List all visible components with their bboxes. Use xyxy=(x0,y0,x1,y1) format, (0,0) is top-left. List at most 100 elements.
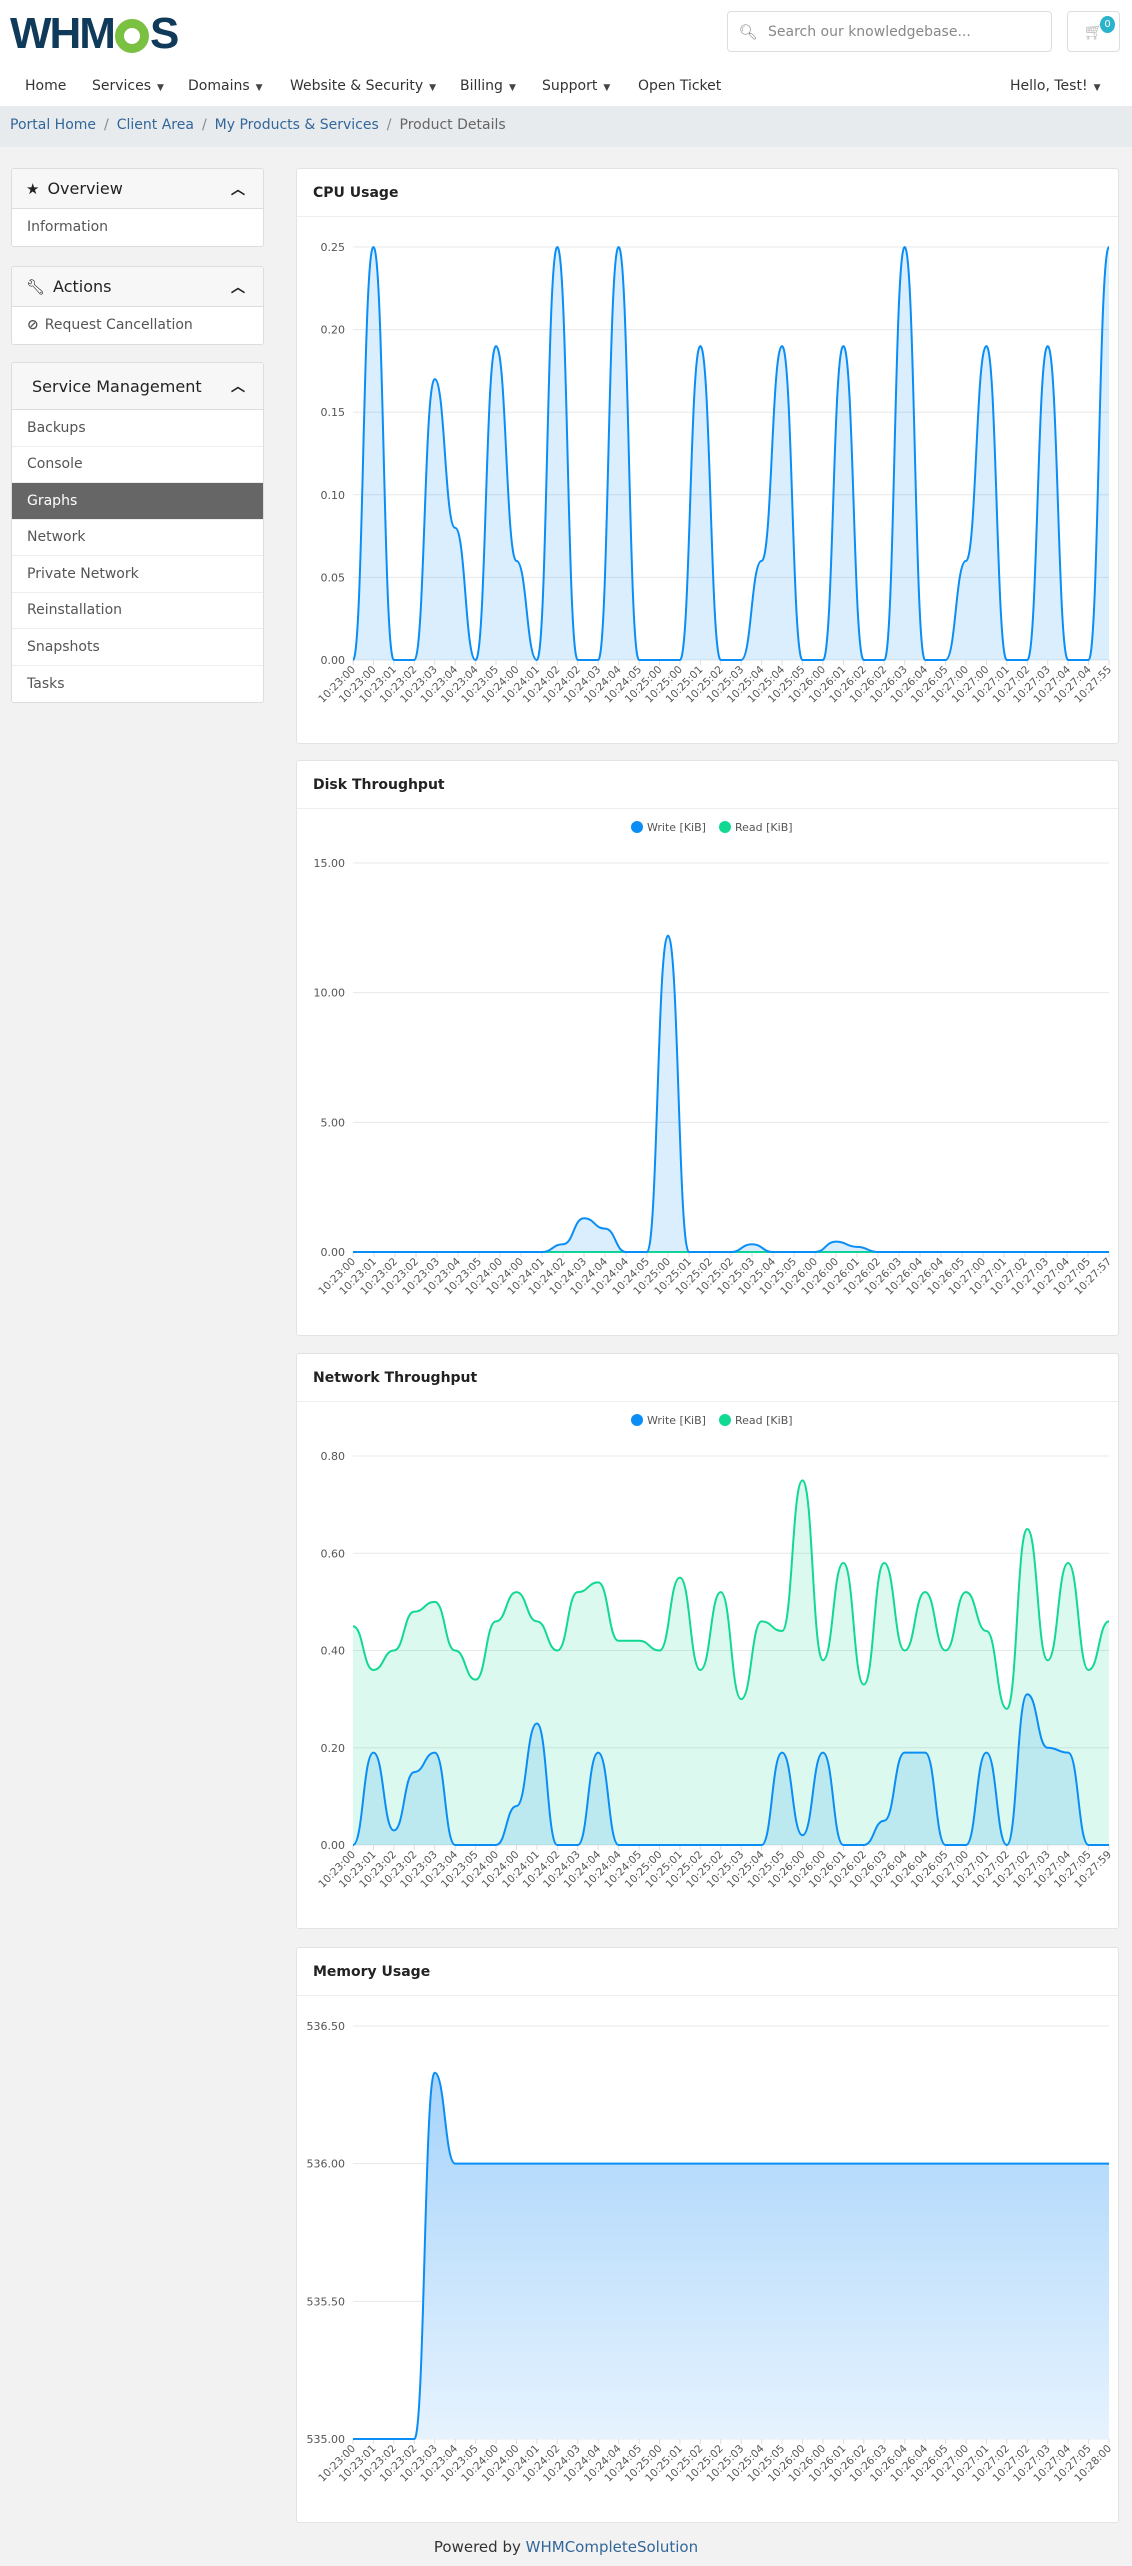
y-tick-label: 0.80 xyxy=(321,1450,346,1463)
sidebar-item-snapshots[interactable]: Snapshots xyxy=(12,629,263,666)
nav-label: Open Ticket xyxy=(638,78,722,94)
legend-label[interactable]: Write [KiB] xyxy=(647,821,706,834)
sidebar-item-private-network[interactable]: Private Network xyxy=(12,556,263,593)
actions-panel-header[interactable]: 🔧︎ Actions ︿ xyxy=(12,267,263,307)
y-tick-label: 0.40 xyxy=(321,1645,346,1658)
series-area xyxy=(353,935,1109,1252)
panel-title: Overview xyxy=(47,179,123,198)
footer: Powered by WHMCompleteSolution xyxy=(0,2538,1132,2556)
sidebar-item-label: Information xyxy=(27,219,109,236)
legend-marker[interactable] xyxy=(719,821,731,833)
y-tick-label: 0.60 xyxy=(321,1547,346,1560)
sidebar-item-label: Graphs xyxy=(27,492,78,509)
legend-marker[interactable] xyxy=(631,821,643,833)
gear-icon xyxy=(114,19,149,53)
footer-link[interactable]: WHMCompleteSolution xyxy=(525,2538,699,2556)
breadcrumb-my-products[interactable]: My Products & Services xyxy=(214,117,379,133)
caret-down-icon: ▼ xyxy=(157,83,164,93)
actions-panel: 🔧︎ Actions ︿ ⊘ Request Cancellation xyxy=(11,266,264,345)
disk-throughput-card: Disk Throughput 0.00 5.00 10.00 15.00 10:23:… xyxy=(296,760,1119,1336)
sidebar-item-label: Request Cancellation xyxy=(44,317,193,334)
memory-usage-card: Memory Usage 535.00 535.50 536.00 536.50 10:… xyxy=(296,1947,1119,2523)
legend-marker[interactable] xyxy=(719,1414,731,1426)
series-line xyxy=(352,245,1110,662)
chevron-up-icon[interactable]: ︿ xyxy=(231,181,245,198)
sidebar-item-tasks[interactable]: Tasks xyxy=(12,666,263,703)
legend-marker[interactable] xyxy=(631,1414,643,1426)
series-line xyxy=(353,2071,1109,2440)
network-throughput-card: Network Throughput 0.00 0.20 0.40 0.60 0.80 1… xyxy=(296,1353,1119,1929)
star-icon: ★ xyxy=(26,179,40,198)
nav-label: Support xyxy=(542,78,598,94)
series-line xyxy=(352,1479,1110,1710)
wrench-icon: 🔧︎ xyxy=(26,277,46,296)
legend-label[interactable]: Read [KiB] xyxy=(735,821,793,834)
nav-home[interactable]: Home xyxy=(25,78,66,94)
caret-down-icon: ▼ xyxy=(1093,83,1101,93)
chevron-up-icon[interactable]: ︿ xyxy=(231,279,245,296)
sidebar-item-graphs[interactable]: Graphs xyxy=(12,483,263,520)
nav-label: Home xyxy=(25,78,67,94)
search-input[interactable] xyxy=(768,23,1038,40)
series-area xyxy=(353,2072,1109,2439)
y-tick-label: 0.05 xyxy=(321,571,346,584)
cpu-usage-card: CPU Usage 0.00 0.05 0.10 0.15 0.20 0.25 10:23:… xyxy=(296,168,1119,744)
nav-open-ticket[interactable]: Open Ticket xyxy=(638,78,721,94)
sidebar-item-label: Network xyxy=(27,529,86,546)
user-greeting: Hello, Test! xyxy=(1010,78,1088,94)
series-line xyxy=(352,1693,1109,1847)
y-tick-label: 10.00 xyxy=(314,987,346,1000)
y-tick-label: 535.00 xyxy=(307,2433,346,2446)
y-tick-label: 0.00 xyxy=(321,1246,346,1259)
sidebar-item-label: Console xyxy=(27,456,83,473)
sidebar-item-information[interactable]: Information xyxy=(12,209,263,246)
series-area xyxy=(353,1480,1109,1845)
nav-billing[interactable]: Billing ▼ xyxy=(460,78,516,94)
nav-services[interactable]: Services ▼ xyxy=(92,78,164,94)
sidebar-item-backups[interactable]: Backups xyxy=(12,410,263,447)
y-tick-label: 0.00 xyxy=(321,1839,346,1852)
sidebar-item-request-cancellation[interactable]: ⊘ Request Cancellation xyxy=(12,307,263,344)
sidebar-item-reinstallation[interactable]: Reinstallation xyxy=(12,593,263,629)
card-title: Network Throughput xyxy=(297,1354,1118,1402)
nav-domains[interactable]: Domains ▼ xyxy=(188,78,263,94)
knowledgebase-search[interactable]: 🔍︎ xyxy=(727,11,1052,52)
series-line xyxy=(353,934,1109,1253)
legend-label[interactable]: Write [KiB] xyxy=(647,1414,706,1427)
network-throughput-chart: 0.000.200.400.600.8010:23:0010:23:0110:2… xyxy=(316,1414,1114,1890)
whmcs-logo[interactable]: WHM S xyxy=(10,9,179,58)
chevron-up-icon[interactable]: ︿ xyxy=(231,379,245,395)
legend-label[interactable]: Read [KiB] xyxy=(735,1414,793,1427)
nav-label: Billing xyxy=(460,78,503,94)
service-management-panel-header[interactable]: Service Management ︿ xyxy=(12,363,263,410)
breadcrumb-client-area[interactable]: Client Area xyxy=(116,117,194,133)
breadcrumb-separator: / xyxy=(104,117,109,133)
y-tick-label: 536.50 xyxy=(307,2020,346,2033)
ban-icon: ⊘ xyxy=(27,317,39,334)
cart-button[interactable]: 🛒︎ 0 xyxy=(1067,11,1120,52)
series-area xyxy=(353,1694,1109,1845)
search-icon: 🔍︎ xyxy=(738,22,758,41)
breadcrumb: Portal Home / Client Area / My Products & Se… xyxy=(0,106,1132,147)
y-tick-label: 0.15 xyxy=(321,406,346,419)
nav-label: Domains xyxy=(188,78,250,94)
nav-support[interactable]: Support ▼ xyxy=(542,78,610,94)
y-tick-label: 536.00 xyxy=(307,2158,346,2171)
user-menu[interactable]: Hello, Test! ▼ xyxy=(1010,78,1101,94)
footer-text: Powered by xyxy=(433,2538,521,2556)
disk-throughput-chart: 0.005.0010.0015.0010:23:0010:23:0110:23:… xyxy=(314,821,1114,1297)
y-tick-label: 0.20 xyxy=(321,1742,346,1755)
panel-title: Service Management xyxy=(32,376,202,396)
card-title: CPU Usage xyxy=(297,169,1118,217)
overview-panel-header[interactable]: ★ Overview ︿ xyxy=(12,169,263,209)
sidebar-item-label: Private Network xyxy=(27,565,139,582)
caret-down-icon: ▼ xyxy=(255,83,263,93)
nav-label: Website & Security xyxy=(290,78,424,94)
breadcrumb-portal-home[interactable]: Portal Home xyxy=(10,117,97,133)
sidebar-item-console[interactable]: Console xyxy=(12,447,263,483)
sidebar-item-network[interactable]: Network xyxy=(12,520,263,556)
nav-website-security[interactable]: Website & Security ▼ xyxy=(290,78,436,94)
main-nav: Home Services ▼ Domains ▼ Website & Securi… xyxy=(0,70,1132,106)
sidebar-item-label: Backups xyxy=(27,419,86,436)
